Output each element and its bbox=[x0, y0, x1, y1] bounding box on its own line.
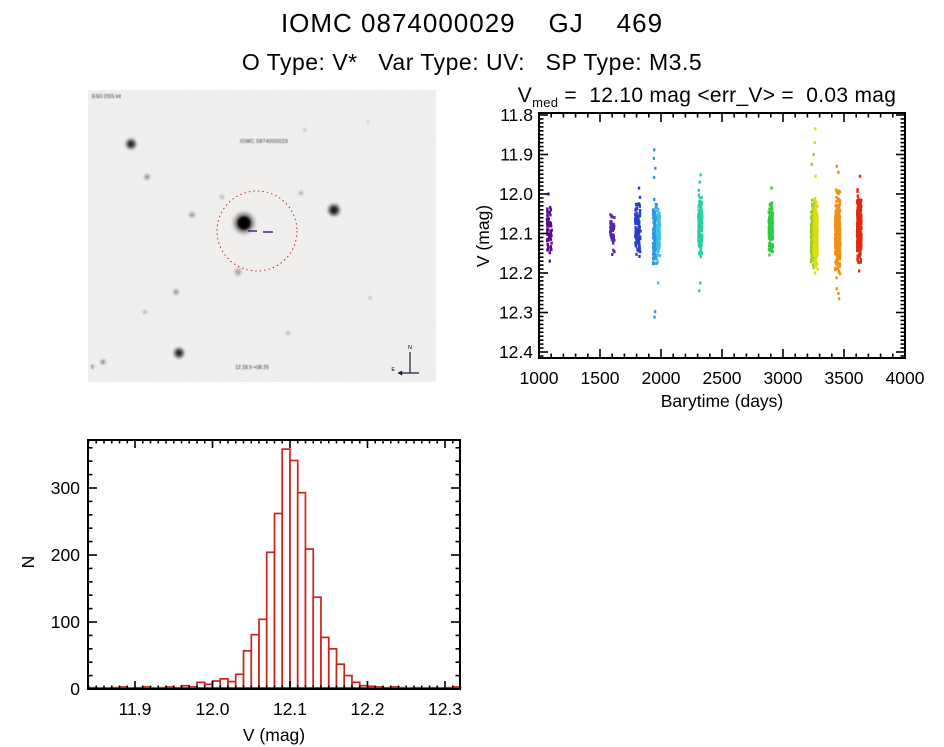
lc-cluster bbox=[655, 207, 661, 285]
hist-bar bbox=[320, 636, 330, 689]
page-subtitle: O Type: V* Var Type: UV: SP Type: M3.5 bbox=[241, 49, 703, 75]
hist-bar bbox=[296, 491, 307, 689]
hist-bar bbox=[227, 680, 237, 689]
lc-xtick-label: 1000 bbox=[520, 368, 559, 388]
hist-xtick-label: 12.1 bbox=[273, 699, 307, 719]
star-core bbox=[238, 217, 250, 229]
vmed-value: = 12.10 mag <err_V> = 0.03 mag bbox=[558, 84, 897, 107]
lc-cluster bbox=[634, 186, 642, 258]
light-curve-plot: 1000 1500 2000 2500 3000 3500 4000 11.8 11.9 12.0… bbox=[473, 108, 925, 411]
lc-xaxis-title: Barytime (days) bbox=[661, 391, 784, 411]
hist-ytick-label: 200 bbox=[51, 545, 80, 565]
hist-bar bbox=[335, 663, 346, 689]
star bbox=[172, 288, 180, 296]
hist-bar bbox=[304, 548, 315, 689]
hist-ytick-label: 0 bbox=[70, 679, 80, 699]
hist-bar bbox=[219, 678, 229, 689]
lc-yaxis-title: V (mag) bbox=[473, 205, 493, 267]
lc-xtick-label: 3000 bbox=[764, 368, 803, 388]
lc-xtick-label: 1500 bbox=[581, 368, 620, 388]
chart-target-label: IOMC 0874000029 bbox=[240, 139, 288, 145]
hist-bar bbox=[351, 681, 361, 689]
star bbox=[298, 190, 304, 196]
hist-ytick-label: 300 bbox=[51, 478, 80, 498]
hist-xaxis-title: V (mag) bbox=[243, 725, 305, 745]
lc-ytick-label: 11.9 bbox=[500, 145, 533, 165]
star bbox=[233, 267, 243, 277]
chart-scale-label: 5' bbox=[91, 365, 95, 371]
hist-frame bbox=[87, 439, 461, 690]
target-circle bbox=[216, 190, 298, 272]
lc-xtick-label: 2500 bbox=[703, 368, 742, 388]
histogram-plot: 11.9 12.0 12.1 12.2 12.3 0 100 200 300 V (mag) N bbox=[18, 439, 462, 745]
star bbox=[142, 309, 148, 315]
vmed-subscript: med bbox=[532, 95, 559, 111]
star bbox=[124, 137, 138, 151]
page-title: IOMC 0874000029 GJ 469 bbox=[280, 8, 664, 38]
star bbox=[99, 358, 107, 366]
star bbox=[366, 120, 370, 124]
lc-cluster bbox=[812, 127, 819, 275]
lc-ticks bbox=[538, 113, 906, 358]
hist-bar bbox=[250, 633, 260, 689]
chart-coord-label: 12 28.9 +08 25 bbox=[235, 365, 269, 371]
hist-bar bbox=[196, 681, 206, 689]
hist-bar bbox=[327, 647, 338, 689]
lc-cluster bbox=[855, 174, 863, 273]
hist-bar bbox=[312, 596, 322, 689]
light-curve-stats: Vmed = 12.10 mag <err_V> = 0.03 mag bbox=[470, 84, 944, 110]
lc-ytick-label: 12.0 bbox=[499, 184, 533, 204]
hist-bar bbox=[281, 448, 291, 689]
lc-xtick-label: 3500 bbox=[825, 368, 864, 388]
hist-bar bbox=[242, 649, 253, 689]
hist-xtick-label: 11.9 bbox=[119, 699, 152, 719]
hist-xtick-label: 12.0 bbox=[195, 699, 229, 719]
hist-bar bbox=[234, 673, 245, 689]
lc-xtick-label: 2000 bbox=[642, 368, 681, 388]
star bbox=[172, 346, 186, 360]
star bbox=[219, 194, 225, 200]
compass: NE bbox=[391, 345, 419, 376]
lc-points bbox=[545, 127, 863, 319]
lc-cluster bbox=[834, 164, 842, 301]
chart-corner-label: ESO DSS int bbox=[92, 94, 122, 100]
star bbox=[302, 127, 308, 133]
lc-cluster bbox=[545, 192, 553, 263]
lc-cluster bbox=[697, 173, 704, 293]
finding-chart: ESO DSS int IOMC 0874000029 12 28.9 +08 25… bbox=[88, 90, 436, 382]
hist-ytick-label: 100 bbox=[51, 612, 80, 632]
lc-ytick-label: 12.1 bbox=[499, 224, 533, 244]
sky-noise bbox=[88, 90, 436, 382]
lc-ytick-label: 12.4 bbox=[499, 342, 533, 362]
star bbox=[285, 330, 291, 336]
hist-bar bbox=[258, 618, 268, 689]
star bbox=[188, 211, 196, 219]
lc-cluster bbox=[609, 213, 616, 256]
compass-e-label: E bbox=[391, 367, 395, 373]
compass-n-label: N bbox=[408, 345, 412, 351]
lc-xtick-label: 4000 bbox=[886, 368, 925, 388]
star bbox=[326, 202, 342, 218]
lc-labels: 1000 1500 2000 2500 3000 3500 4000 11.8 11.9 12.0… bbox=[473, 108, 925, 411]
hist-bar bbox=[265, 551, 276, 689]
hist-bar bbox=[211, 680, 222, 689]
vmed-label: V bbox=[517, 84, 533, 107]
hist-bar bbox=[273, 512, 284, 689]
star bbox=[367, 295, 373, 301]
lc-ytick-label: 12.3 bbox=[499, 303, 533, 323]
hist-labels: 11.9 12.0 12.1 12.2 12.3 0 100 200 300 V (mag) N bbox=[18, 478, 462, 745]
hist-yaxis-title: N bbox=[18, 556, 38, 569]
hist-bar bbox=[289, 459, 299, 689]
lc-ytick-label: 12.2 bbox=[499, 263, 533, 283]
hist-xtick-label: 12.3 bbox=[428, 699, 462, 719]
star bbox=[143, 173, 151, 181]
lc-frame bbox=[538, 112, 906, 359]
hist-xtick-label: 12.2 bbox=[350, 699, 384, 719]
hist-bar bbox=[343, 674, 353, 689]
hist-bars bbox=[87, 448, 462, 689]
lc-cluster bbox=[767, 186, 774, 257]
lc-ytick-label: 11.8 bbox=[500, 108, 533, 125]
star-field bbox=[99, 120, 373, 366]
